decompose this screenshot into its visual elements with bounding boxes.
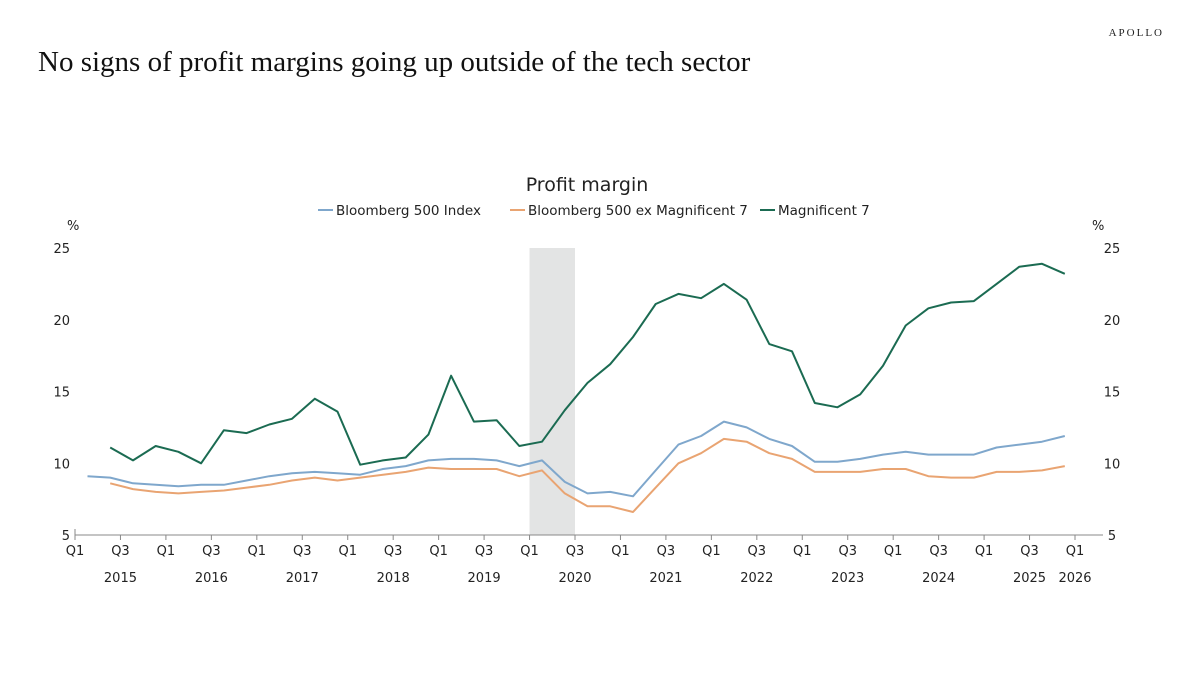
y-tick-label-left: 25 bbox=[53, 242, 70, 257]
x-tick-label: Q3 bbox=[1020, 544, 1039, 559]
year-label: 2015 bbox=[104, 571, 137, 586]
x-tick-label: Q1 bbox=[66, 544, 85, 559]
year-label: 2025 bbox=[1013, 571, 1046, 586]
page-title: No signs of profit margins going up outs… bbox=[38, 46, 751, 78]
year-label: 2021 bbox=[649, 571, 682, 586]
y-tick-label-right: 20 bbox=[1104, 314, 1121, 329]
x-tick-label: Q3 bbox=[566, 544, 585, 559]
y-axis-right-unit: % bbox=[1092, 219, 1104, 234]
series-line-3 bbox=[109, 262, 1066, 466]
x-tick-label: Q1 bbox=[884, 544, 903, 559]
y-tick-label-left: 10 bbox=[53, 457, 70, 472]
year-label: 2022 bbox=[740, 571, 773, 586]
apollo-logo: APOLLO bbox=[1108, 27, 1164, 39]
x-tick-label: Q3 bbox=[111, 544, 130, 559]
y-tick-label-right: 5 bbox=[1108, 529, 1116, 544]
year-label: 2023 bbox=[831, 571, 864, 586]
y-tick-label-right: 10 bbox=[1104, 457, 1121, 472]
legend-label: Bloomberg 500 ex Magnificent 7 bbox=[528, 203, 748, 219]
legend: Bloomberg 500 Index Bloomberg 500 ex Magn… bbox=[318, 203, 870, 219]
x-tick-label: Q3 bbox=[293, 544, 312, 559]
x-tick-label: Q1 bbox=[429, 544, 448, 559]
x-tick-label: Q3 bbox=[838, 544, 857, 559]
year-label: 2026 bbox=[1058, 571, 1091, 586]
year-label: 2017 bbox=[286, 571, 319, 586]
year-label: 2018 bbox=[377, 571, 410, 586]
x-tick-label: Q1 bbox=[975, 544, 994, 559]
series-line-1 bbox=[87, 420, 1066, 498]
legend-label: Bloomberg 500 Index bbox=[336, 203, 481, 219]
year-label: 2020 bbox=[558, 571, 591, 586]
x-tick-label: Q3 bbox=[384, 544, 403, 559]
y-tick-label-left: 5 bbox=[62, 529, 70, 544]
x-tick-label: Q1 bbox=[702, 544, 721, 559]
y-axis-left-unit: % bbox=[67, 219, 79, 234]
x-tick-label: Q3 bbox=[475, 544, 494, 559]
x-tick-label: Q1 bbox=[248, 544, 267, 559]
y-tick-label-right: 25 bbox=[1104, 242, 1121, 257]
series-line-2 bbox=[109, 437, 1065, 513]
x-tick-label: Q3 bbox=[748, 544, 767, 559]
y-tick-label-right: 15 bbox=[1104, 386, 1121, 401]
x-tick-label: Q1 bbox=[520, 544, 539, 559]
legend-label: Magnificent 7 bbox=[778, 203, 870, 219]
x-tick-label: Q1 bbox=[338, 544, 357, 559]
y-tick-label-left: 20 bbox=[53, 314, 70, 329]
x-tick-label: Q1 bbox=[611, 544, 630, 559]
x-tick-label: Q1 bbox=[793, 544, 812, 559]
year-label: 2019 bbox=[468, 571, 501, 586]
x-tick-label: Q3 bbox=[657, 544, 676, 559]
year-label: 2016 bbox=[195, 571, 228, 586]
year-label: 2024 bbox=[922, 571, 955, 586]
chart-title: Profit margin bbox=[526, 174, 649, 196]
recession-shading bbox=[529, 248, 575, 535]
y-tick-label-left: 15 bbox=[53, 386, 70, 401]
x-tick-label: Q3 bbox=[929, 544, 948, 559]
x-tick-label: Q1 bbox=[157, 544, 176, 559]
x-tick-label: Q3 bbox=[202, 544, 221, 559]
x-tick-label: Q1 bbox=[1066, 544, 1085, 559]
